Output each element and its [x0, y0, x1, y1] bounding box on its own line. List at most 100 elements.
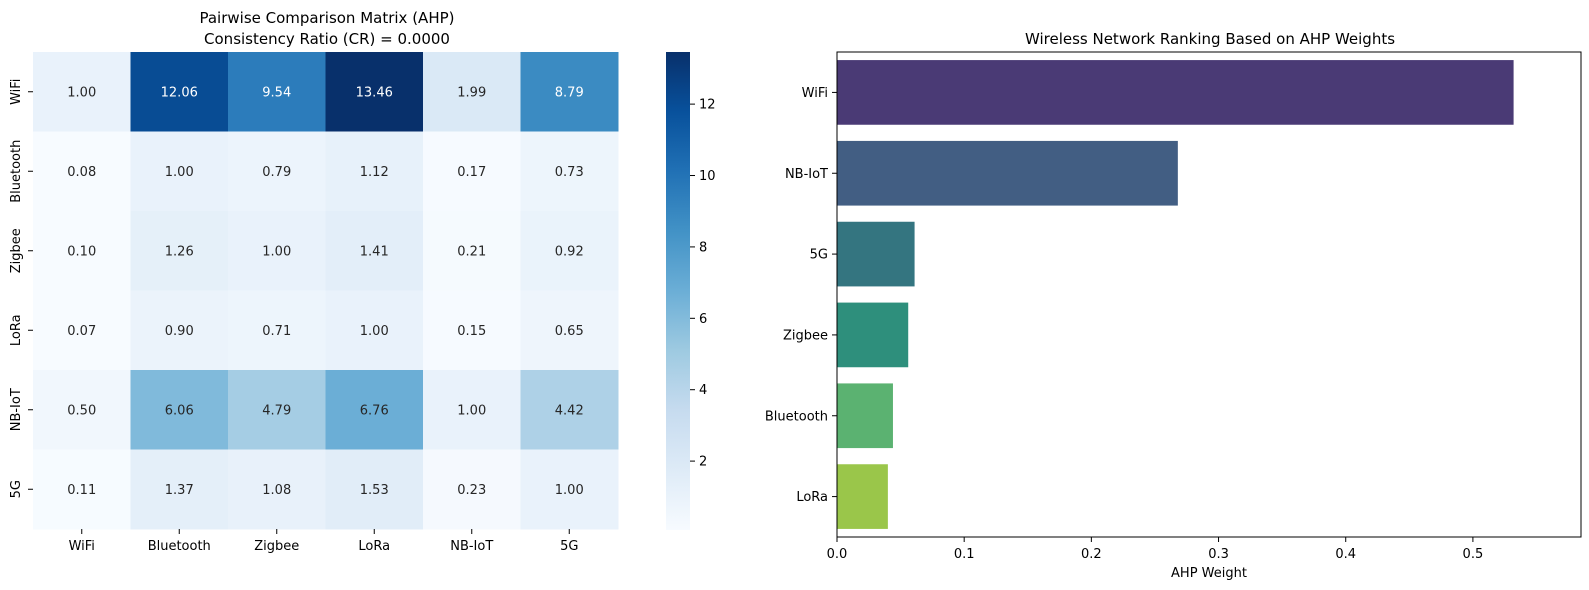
- colorbar-tick-label: 8: [699, 240, 707, 255]
- heatmap-cell: [228, 370, 326, 450]
- heatmap-value-label: 1.12: [360, 165, 389, 180]
- heatmap-value-label: 0.71: [262, 324, 291, 339]
- heatmap-value-label: 6.76: [360, 403, 389, 418]
- heatmap-value-label: 9.54: [262, 85, 291, 100]
- heatmap-cell: [228, 290, 326, 371]
- heatmap-title-line1: Pairwise Comparison Matrix (AHP): [199, 9, 454, 27]
- heatmap-panel: Pairwise Comparison Matrix (AHP) Consist…: [9, 9, 619, 554]
- heatmap-cell: [423, 290, 521, 371]
- heatmap-value-label: 4.79: [262, 403, 291, 418]
- bar: [837, 221, 915, 287]
- heatmap-y-tick-label: Zigbee: [9, 228, 24, 273]
- bar-y-tick-label: 5G: [810, 248, 828, 263]
- heatmap-value-labels: 1.00 12.06 9.54 13.46 1.99 8.79 0.08 1.00 0.79 1.…: [67, 85, 583, 498]
- bar-x-tick-label: 0.3: [1208, 547, 1229, 562]
- bar-y-tick-label: WiFi: [802, 86, 828, 101]
- heatmap-value-label: 1.00: [67, 85, 96, 100]
- heatmap-cell: [423, 131, 521, 212]
- heatmap-value-label: 0.21: [457, 244, 486, 259]
- heatmap-cell: [520, 290, 619, 371]
- heatmap-value-label: 1.26: [165, 244, 194, 259]
- heatmap-y-tick-label: 5G: [9, 480, 24, 498]
- heatmap-value-label: 0.65: [555, 324, 584, 339]
- colorbar-tick-label: 10: [699, 169, 716, 184]
- heatmap-value-label: 1.99: [457, 85, 486, 100]
- bar-plot-frame: [836, 51, 1582, 538]
- heatmap-value-label: 0.90: [165, 324, 194, 339]
- bar-y-tick-labels: WiFi NB-IoT 5G Zigbee Bluetooth LoRa: [765, 86, 837, 505]
- heatmap-value-label: 1.00: [457, 403, 486, 418]
- bar-y-tick-label: Bluetooth: [765, 409, 828, 424]
- heatmap-cell: [228, 131, 326, 212]
- heatmap-cell: [228, 52, 326, 132]
- heatmap-value-label: 0.73: [555, 165, 584, 180]
- bar-x-tick-label: 0.4: [1335, 547, 1356, 562]
- heatmap-value-label: 0.10: [67, 244, 96, 259]
- heatmap-value-label: 1.00: [262, 244, 291, 259]
- heatmap-cell: [423, 52, 521, 132]
- heatmap-cell: [33, 290, 131, 371]
- heatmap-value-label: 0.15: [457, 324, 486, 339]
- heatmap-cell: [130, 131, 229, 212]
- heatmap-value-label: 1.41: [360, 244, 389, 259]
- heatmap-x-tick-label: LoRa: [358, 539, 390, 554]
- heatmap-value-label: 1.08: [262, 483, 291, 498]
- heatmap-x-tick-label: Zigbee: [254, 539, 299, 554]
- heatmap-value-label: 13.46: [356, 85, 393, 100]
- bars: [837, 60, 1514, 529]
- heatmap-cell: [33, 211, 131, 291]
- heatmap-value-label: 1.00: [165, 165, 194, 180]
- bar: [837, 140, 1178, 206]
- bar-x-tick-label: 0.1: [954, 547, 975, 562]
- heatmap-cell: [325, 449, 424, 530]
- heatmap-y-tick-label: WiFi: [9, 79, 24, 105]
- heatmap-value-label: 1.00: [360, 324, 389, 339]
- heatmap-cell: [423, 449, 521, 530]
- heatmap-cell: [325, 211, 424, 291]
- heatmap-cell: [228, 449, 326, 530]
- heatmap-value-label: 0.07: [67, 324, 96, 339]
- bar-y-tick-label: LoRa: [796, 490, 828, 505]
- colorbar-gradient: [666, 52, 690, 530]
- heatmap-x-tick-labels: WiFi Bluetooth Zigbee LoRa NB-IoT 5G: [69, 529, 578, 554]
- bar-chart-panel: Wireless Network Ranking Based on AHP We…: [765, 30, 1582, 581]
- heatmap-cell: [423, 370, 521, 450]
- heatmap-y-tick-label: NB-IoT: [9, 388, 24, 431]
- colorbar-ticks: 2 4 6 8 10 12: [690, 98, 716, 470]
- bar: [837, 302, 909, 368]
- heatmap-cell: [325, 52, 424, 132]
- heatmap-cell: [33, 449, 131, 530]
- bar-x-tick-labels: 0.0 0.1 0.2 0.3 0.4 0.5: [827, 537, 1483, 562]
- heatmap-cell: [228, 211, 326, 291]
- bar-x-tick-label: 0.2: [1081, 547, 1102, 562]
- heatmap-value-label: 1.37: [165, 483, 194, 498]
- bar-y-tick-label: NB-IoT: [785, 167, 828, 182]
- heatmap-cell: [520, 131, 619, 212]
- heatmap-cell: [325, 370, 424, 450]
- bar-y-tick-label: Zigbee: [783, 328, 828, 343]
- heatmap-value-label: 1.53: [360, 483, 389, 498]
- bar: [837, 383, 893, 449]
- bar-x-axis-label: AHP Weight: [1171, 566, 1247, 581]
- heatmap-x-tick-label: Bluetooth: [148, 539, 211, 554]
- heatmap-cell: [130, 449, 229, 530]
- colorbar-tick-label: 6: [699, 312, 707, 327]
- heatmap-x-tick-label: 5G: [560, 539, 578, 554]
- heatmap-cell: [130, 211, 229, 291]
- heatmap-x-tick-label: WiFi: [69, 539, 95, 554]
- bar-chart-title: Wireless Network Ranking Based on AHP We…: [1025, 30, 1395, 48]
- heatmap-value-label: 1.00: [555, 483, 584, 498]
- heatmap-value-label: 8.79: [555, 85, 584, 100]
- bar: [837, 464, 888, 529]
- bar-x-tick-label: 0.0: [827, 547, 848, 562]
- heatmap-y-tick-label: Bluetooth: [9, 140, 24, 203]
- heatmap-cell: [423, 211, 521, 291]
- heatmap-cell: [33, 52, 131, 132]
- heatmap-cell: [33, 370, 131, 450]
- heatmap-cell: [325, 131, 424, 212]
- colorbar-tick-label: 12: [699, 98, 716, 113]
- colorbar-tick-label: 2: [699, 455, 707, 470]
- heatmap-value-label: 0.23: [457, 483, 486, 498]
- heatmap-cell: [520, 52, 619, 132]
- heatmap-cell: [325, 290, 424, 371]
